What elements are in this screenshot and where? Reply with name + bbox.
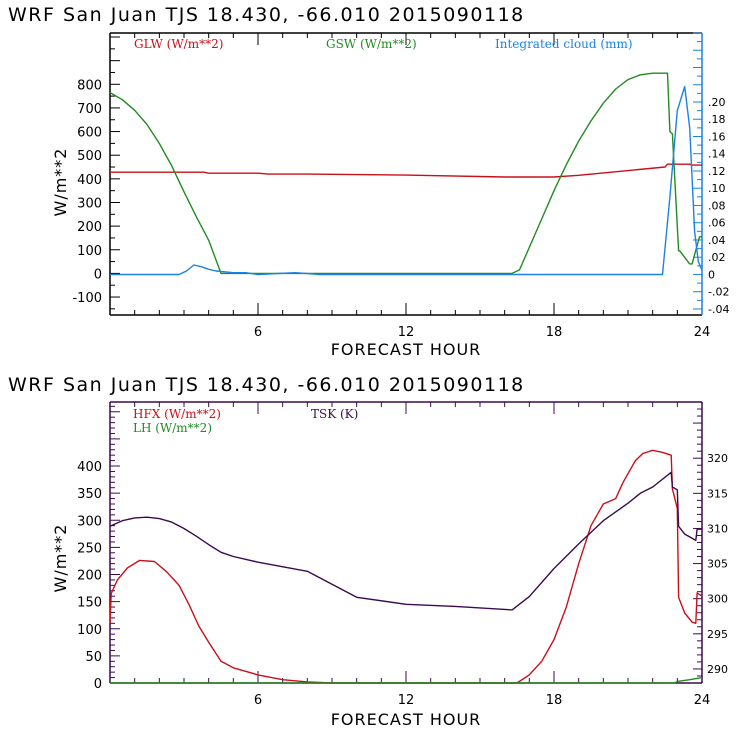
y-tick-label: 700 <box>77 102 102 117</box>
y-tick-label: 600 <box>77 126 102 141</box>
plot-area <box>109 72 703 276</box>
x-tick-label: 12 <box>398 693 415 708</box>
x-tick-label: 6 <box>254 693 262 708</box>
x-tick-label: 24 <box>694 325 711 340</box>
series-line-lh <box>110 676 703 684</box>
chart-title: WRF San Juan TJS 18.430, -66.010 2015090… <box>8 374 525 396</box>
x-tick-label: 12 <box>398 325 415 340</box>
y2-tick-label: 305 <box>707 558 728 571</box>
y2-tick-label: .04 <box>708 234 726 247</box>
y2-tick-label: -.04 <box>708 303 729 316</box>
y2-tick-label: .18 <box>708 113 726 126</box>
y-tick-label: 300 <box>77 196 102 211</box>
y-tick-label: 0 <box>94 677 102 692</box>
legend-item-glw: GLW (W/m**2) <box>134 37 223 51</box>
y-tick-label: 350 <box>77 487 102 502</box>
y2-tick-label: .20 <box>708 96 726 109</box>
y2-tick-label: 315 <box>707 487 728 500</box>
y-tick-label: 100 <box>77 244 102 259</box>
legend-item-cloud: Integrated cloud (mm) <box>495 37 633 51</box>
y-tick-label: 100 <box>77 623 102 638</box>
legend-item-lh: LH (W/m**2) <box>133 421 212 435</box>
series-line-integrated <box>110 85 703 276</box>
y2-tick-label: .14 <box>708 148 726 161</box>
series-line-gsw <box>109 72 702 275</box>
y-tick-label: 200 <box>77 569 102 584</box>
y2-tick-label: 295 <box>707 628 728 641</box>
y-tick-label: -100 <box>72 291 102 306</box>
panel-fluxes: WRF San Juan TJS 18.430, -66.010 2015090… <box>8 374 728 729</box>
x-axis-label: FORECAST HOUR <box>331 340 482 359</box>
y2-tick-label: 310 <box>707 522 728 535</box>
y-tick-label: 400 <box>77 173 102 188</box>
y-tick-label: 800 <box>77 78 102 93</box>
y-tick-label: 400 <box>77 460 102 475</box>
legend-item-gsw: GSW (W/m**2) <box>326 37 417 51</box>
y-tick-label: 250 <box>77 541 102 556</box>
x-tick-label: 18 <box>546 325 563 340</box>
y2-tick-label: .08 <box>708 199 726 212</box>
series-line-hfx <box>109 449 703 684</box>
axis-ticks: 6 12 18 24 -100 0 100 200 300 400 500 600 700 800 -.04… <box>72 32 729 340</box>
y-tick-label: 200 <box>77 220 102 235</box>
y2-tick-label: 0 <box>708 268 715 281</box>
y-axis-label: W/m**2 <box>51 524 70 593</box>
y2-tick-label: .10 <box>708 182 726 195</box>
y2-tick-label: 290 <box>707 663 728 676</box>
y2-tick-label: 320 <box>707 452 728 465</box>
y2-tick-label: 300 <box>707 593 728 606</box>
x-axis-label: FORECAST HOUR <box>331 710 482 729</box>
legend: HFX (W/m**2) LH (W/m**2) TSK (K) <box>133 407 358 435</box>
panel-radiation: WRF San Juan TJS 18.430, -66.010 2015090… <box>8 4 729 359</box>
x-tick-label: 24 <box>694 693 711 708</box>
y-tick-label: 300 <box>77 514 102 529</box>
plot-area <box>109 449 703 684</box>
y-tick-label: 150 <box>77 596 102 611</box>
y2-tick-label: .02 <box>708 251 726 264</box>
axis-ticks: 6 12 18 24 0 50 100 150 200 250 300 350 400 290 295 300… <box>77 401 728 708</box>
y2-tick-label: .12 <box>708 165 726 178</box>
y-tick-label: 500 <box>77 149 102 164</box>
series-line-tsk <box>109 471 702 611</box>
legend: GLW (W/m**2) GSW (W/m**2) Integrated clo… <box>134 37 633 51</box>
series-line-glw <box>110 163 702 178</box>
chart-title: WRF San Juan TJS 18.430, -66.010 2015090… <box>8 4 525 26</box>
legend-item-hfx: HFX (W/m**2) <box>133 407 221 421</box>
y-tick-label: 50 <box>85 650 102 665</box>
x-tick-label: 18 <box>546 693 563 708</box>
x-tick-label: 6 <box>254 325 262 340</box>
legend-item-tsk: TSK (K) <box>311 407 358 421</box>
y2-tick-label: .16 <box>708 130 726 143</box>
y-tick-label: 0 <box>94 267 102 282</box>
y-axis-label: W/m**2 <box>51 148 70 217</box>
y2-tick-label: -.02 <box>708 286 729 299</box>
y2-tick-label: .06 <box>708 217 726 230</box>
